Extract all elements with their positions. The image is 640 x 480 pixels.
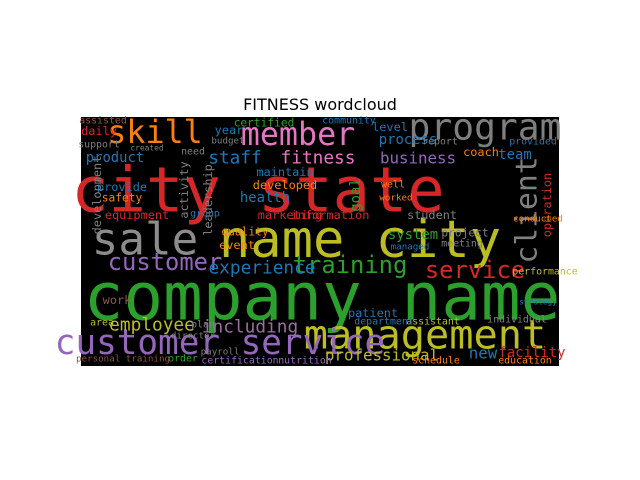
word: program xyxy=(409,106,562,149)
word: performance xyxy=(512,267,577,278)
word: customer service xyxy=(55,323,385,363)
word: daily xyxy=(81,124,117,138)
word: information xyxy=(291,208,370,222)
word: student xyxy=(407,208,457,222)
chart-title: FITNESS wordcloud xyxy=(243,95,397,114)
word: equipment xyxy=(105,208,169,222)
word: community xyxy=(322,116,376,127)
word: provide xyxy=(97,180,147,194)
word: fitness xyxy=(281,148,356,169)
word: certified xyxy=(234,117,295,130)
word: developed xyxy=(253,178,317,192)
word: created xyxy=(130,144,164,153)
word: team xyxy=(498,147,531,163)
word: goal xyxy=(348,178,364,211)
word: quality xyxy=(221,226,268,239)
word: support xyxy=(78,140,120,151)
word: area xyxy=(90,318,114,329)
word: assistant xyxy=(406,317,460,328)
word: strategy xyxy=(519,298,557,307)
word: work xyxy=(103,293,132,307)
word: provided xyxy=(509,137,557,148)
word: city state xyxy=(71,154,444,227)
cloud-background xyxy=(81,117,559,366)
word: meeting xyxy=(441,239,483,250)
word: payroll xyxy=(201,347,240,358)
word: need xyxy=(181,147,205,158)
word: health xyxy=(240,190,290,206)
word: member xyxy=(241,117,355,153)
word: schedule xyxy=(412,356,460,367)
word: professional xyxy=(325,346,439,365)
word: nutrition xyxy=(278,356,332,367)
word: management xyxy=(304,312,547,359)
word: event xyxy=(219,238,255,252)
word: training xyxy=(293,251,408,279)
word: activity xyxy=(177,161,191,218)
word: budget xyxy=(211,136,244,147)
word: facility xyxy=(499,345,566,361)
word: service xyxy=(425,256,525,284)
word: group xyxy=(190,209,220,220)
word: well xyxy=(381,180,405,191)
word: education xyxy=(498,356,552,367)
word: product xyxy=(86,150,145,166)
word: marketing xyxy=(258,208,322,222)
word: managed xyxy=(391,242,430,253)
word: project xyxy=(441,227,488,240)
word: customer xyxy=(108,248,223,276)
word: director xyxy=(171,331,216,342)
word: report xyxy=(422,137,458,148)
word: year xyxy=(215,123,244,137)
word: business xyxy=(380,149,456,168)
word: individual xyxy=(487,315,546,326)
word: staff xyxy=(208,148,262,169)
word: plan xyxy=(191,320,215,331)
word: name city xyxy=(219,210,501,270)
word: operation xyxy=(540,173,554,237)
word: patient xyxy=(348,306,398,320)
word: experience xyxy=(208,258,315,279)
word: department xyxy=(354,317,413,328)
word: coach xyxy=(463,145,499,159)
word: worked xyxy=(379,193,412,204)
word: personal training xyxy=(76,354,170,365)
word: level xyxy=(372,120,408,134)
word: sale xyxy=(92,215,198,266)
word: system xyxy=(388,227,438,243)
word: development xyxy=(90,156,104,235)
word: safety xyxy=(102,192,143,205)
word: including xyxy=(202,317,298,338)
word: process xyxy=(379,132,438,148)
word: company name xyxy=(84,259,561,336)
word: skill xyxy=(107,115,202,151)
word: assisted xyxy=(79,116,127,127)
word: leadership xyxy=(201,164,215,236)
word: certification xyxy=(201,356,278,367)
word: conducted xyxy=(513,214,563,225)
word: maintain xyxy=(256,165,313,179)
word: client xyxy=(510,156,545,263)
word: new xyxy=(469,344,498,363)
word: order xyxy=(168,354,198,365)
word: employee xyxy=(109,315,195,336)
